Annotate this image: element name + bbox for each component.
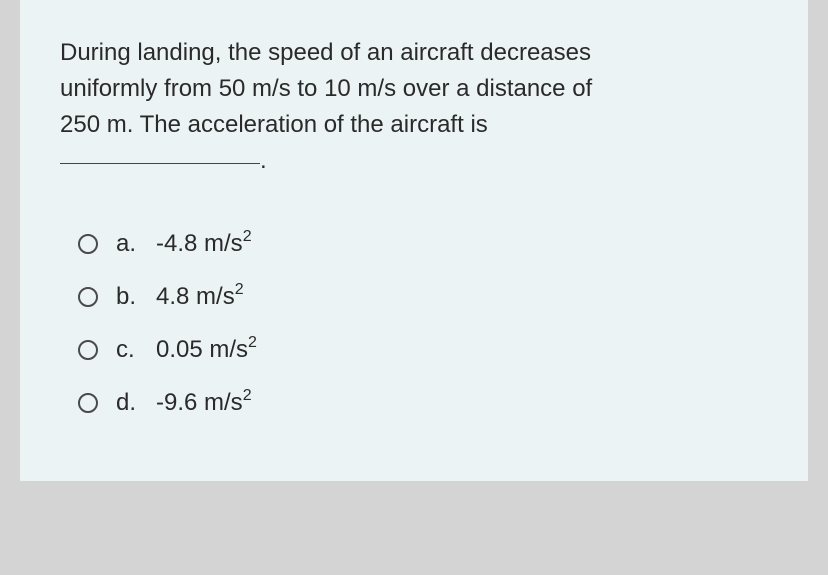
radio-icon[interactable] — [78, 234, 98, 254]
option-b[interactable]: b. 4.8 m/s2 — [78, 282, 768, 311]
option-letter: c. — [116, 336, 156, 364]
question-line-2: uniformly from 50 m/s to 10 m/s over a d… — [60, 75, 592, 102]
radio-icon[interactable] — [78, 287, 98, 307]
question-line-3: 250 m. The acceleration of the aircraft … — [60, 111, 488, 138]
option-value: -9.6 m/s2 — [156, 388, 252, 417]
options-list: a. -4.8 m/s2 b. 4.8 m/s2 c. 0.05 m/s2 — [60, 229, 768, 417]
question-card: During landing, the speed of an aircraft… — [20, 0, 808, 481]
fill-blank-line — [60, 163, 260, 164]
option-value: 4.8 m/s2 — [156, 282, 244, 311]
radio-icon[interactable] — [78, 393, 98, 413]
question-line-1: During landing, the speed of an aircraft… — [60, 39, 591, 66]
radio-icon[interactable] — [78, 340, 98, 360]
blank-suffix: . — [260, 147, 267, 174]
option-value: -4.8 m/s2 — [156, 229, 252, 258]
option-a[interactable]: a. -4.8 m/s2 — [78, 229, 768, 258]
option-c[interactable]: c. 0.05 m/s2 — [78, 335, 768, 364]
question-stem: During landing, the speed of an aircraft… — [60, 35, 768, 179]
option-letter: a. — [116, 230, 156, 258]
question-container: During landing, the speed of an aircraft… — [20, 0, 808, 481]
option-value: 0.05 m/s2 — [156, 335, 257, 364]
option-letter: d. — [116, 389, 156, 417]
option-d[interactable]: d. -9.6 m/s2 — [78, 388, 768, 417]
option-letter: b. — [116, 283, 156, 311]
